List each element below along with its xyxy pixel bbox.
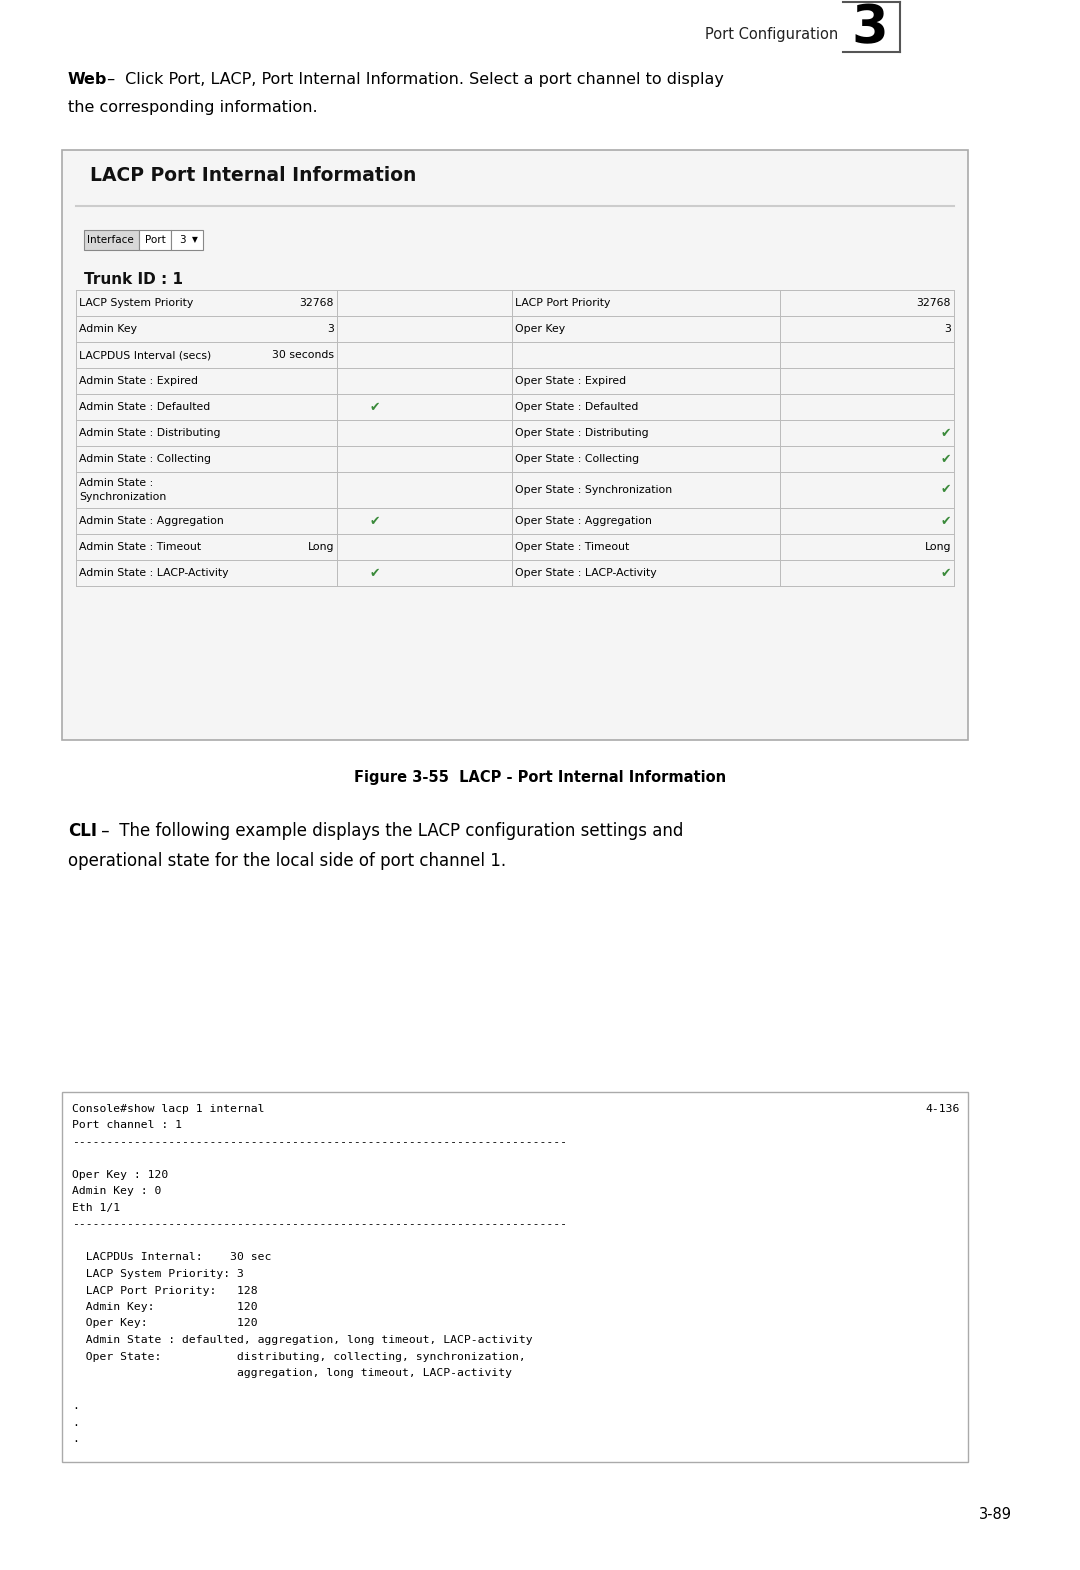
Text: Oper State:           distributing, collecting, synchronization,: Oper State: distributing, collecting, sy… [72,1352,526,1361]
Text: .: . [72,1400,79,1411]
Bar [62,1093,968,1462]
Text: Oper Key: Oper Key [515,323,565,334]
Text: Admin State : Defaulted: Admin State : Defaulted [79,402,211,411]
Text: Oper State : LACP-Activity: Oper State : LACP-Activity [515,568,657,578]
Text: ▼: ▼ [192,236,198,245]
Text: operational state for the local side of port channel 1.: operational state for the local side of … [68,853,507,870]
Text: Admin State : Aggregation: Admin State : Aggregation [79,517,224,526]
Bar [62,151,968,739]
Text: ✔: ✔ [941,515,951,528]
Text: Oper State : Timeout: Oper State : Timeout [515,542,630,553]
Text: 3: 3 [944,323,951,334]
Text: Interface: Interface [87,236,134,245]
Text: ✔: ✔ [369,515,380,528]
Text: Click Port, LACP, Port Internal Information. Select a port channel to display: Click Port, LACP, Port Internal Informat… [120,72,724,86]
Text: Admin Key:            120: Admin Key: 120 [72,1302,258,1313]
Text: Oper State : Defaulted: Oper State : Defaulted [515,402,638,411]
Text: 32768: 32768 [917,298,951,308]
Text: LACP System Priority: 3: LACP System Priority: 3 [72,1269,244,1280]
Text: Eth 1/1: Eth 1/1 [72,1203,120,1214]
Text: ------------------------------------------------------------------------: ----------------------------------------… [72,1220,567,1229]
Text: LACP System Priority: LACP System Priority [79,298,193,308]
Text: The following example displays the LACP configuration settings and: The following example displays the LACP … [114,823,684,840]
Text: Port Configuration: Port Configuration [705,27,838,42]
Text: ✔: ✔ [941,484,951,496]
Text: Oper State : Collecting: Oper State : Collecting [515,454,639,465]
Text: Console#show lacp 1 internal: Console#show lacp 1 internal [72,1104,265,1115]
Text: ✔: ✔ [369,567,380,579]
Text: ✔: ✔ [941,452,951,465]
Text: 30 seconds: 30 seconds [272,350,334,360]
Text: Oper Key : 120: Oper Key : 120 [72,1170,168,1181]
Text: Admin State : Timeout: Admin State : Timeout [79,542,201,553]
Text: Synchronization: Synchronization [79,491,166,502]
Text: aggregation, long timeout, LACP-activity: aggregation, long timeout, LACP-activity [72,1367,512,1378]
Text: –: – [102,72,116,86]
Text: LACP Port Priority: LACP Port Priority [515,298,610,308]
Text: 32768: 32768 [299,298,334,308]
Bar [84,229,139,250]
Text: Oper Key:             120: Oper Key: 120 [72,1319,258,1328]
Text: .: . [72,1418,79,1427]
Text: Oper State : Aggregation: Oper State : Aggregation [515,517,652,526]
Text: LACP Port Internal Information: LACP Port Internal Information [90,166,417,185]
Text: 3: 3 [852,2,889,53]
Text: LACPDUS Interval (secs): LACPDUS Interval (secs) [79,350,212,360]
Text: Trunk ID : 1: Trunk ID : 1 [84,272,183,287]
Text: 4-136: 4-136 [926,1104,960,1115]
Text: Oper State : Synchronization: Oper State : Synchronization [515,485,672,495]
Text: 3: 3 [179,236,186,245]
Text: Figure 3-55  LACP - Port Internal Information: Figure 3-55 LACP - Port Internal Informa… [354,769,726,785]
Bar [171,229,203,250]
Bar [139,229,171,250]
Text: Admin State : Expired: Admin State : Expired [79,375,198,386]
Text: Oper State : Expired: Oper State : Expired [515,375,626,386]
Text: ------------------------------------------------------------------------: ----------------------------------------… [72,1137,567,1148]
Text: the corresponding information.: the corresponding information. [68,100,318,115]
Text: .: . [72,1433,79,1444]
Text: CLI: CLI [68,823,97,840]
Text: Oper State : Distributing: Oper State : Distributing [515,429,649,438]
Text: Port channel : 1: Port channel : 1 [72,1121,183,1130]
Text: Admin State : Collecting: Admin State : Collecting [79,454,211,465]
Text: 3: 3 [327,323,334,334]
Text: Admin State : defaulted, aggregation, long timeout, LACP-activity: Admin State : defaulted, aggregation, lo… [72,1334,532,1345]
Text: ✔: ✔ [941,567,951,579]
Text: LACPDUs Internal:    30 sec: LACPDUs Internal: 30 sec [72,1253,271,1262]
Text: LACP Port Priority:   128: LACP Port Priority: 128 [72,1286,258,1295]
Text: Admin Key : 0: Admin Key : 0 [72,1187,161,1196]
Text: Admin State : Distributing: Admin State : Distributing [79,429,220,438]
Text: 3-89: 3-89 [978,1507,1012,1521]
Text: ✔: ✔ [941,427,951,440]
Text: Port: Port [145,236,165,245]
Text: Long: Long [924,542,951,553]
Text: Web: Web [68,72,107,86]
Text: Admin Key: Admin Key [79,323,137,334]
Text: ✔: ✔ [369,400,380,413]
Text: Admin State : LACP-Activity: Admin State : LACP-Activity [79,568,229,578]
Text: –: – [96,823,110,840]
Text: Long: Long [308,542,334,553]
Text: Admin State :: Admin State : [79,477,153,488]
